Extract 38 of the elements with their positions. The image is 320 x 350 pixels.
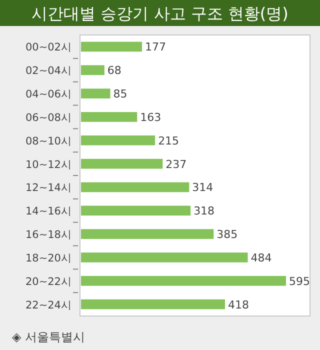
- bar: [81, 158, 163, 169]
- y-tick-label: 12~14시: [25, 182, 72, 194]
- data-label: 484: [250, 251, 272, 264]
- y-tick-label: 14~16시: [25, 206, 72, 218]
- data-label: 177: [144, 40, 166, 54]
- bar: [81, 42, 142, 52]
- bar: [81, 182, 190, 192]
- bar: [81, 252, 248, 262]
- data-label: 68: [107, 64, 122, 78]
- bar: [81, 112, 138, 122]
- y-tick-label: 22~24시: [25, 299, 72, 312]
- data-label: 215: [158, 134, 180, 148]
- data-label: 314: [192, 181, 214, 194]
- y-tick-label: 04~06시: [25, 88, 72, 101]
- bar: [81, 299, 226, 310]
- bar: [81, 276, 286, 286]
- y-tick-label: 16~18시: [25, 229, 72, 242]
- bar: [81, 135, 156, 146]
- data-label: 385: [216, 228, 238, 242]
- bar: [81, 88, 110, 98]
- chart-title: 시간대별 승강기 사고 구조 현황(명): [32, 4, 288, 23]
- data-label: 418: [228, 298, 250, 312]
- text: ◈ 서울특별시: [12, 330, 86, 344]
- y-tick-label: 06~08시: [25, 112, 72, 124]
- bar: [81, 206, 191, 216]
- data-label: 85: [113, 88, 128, 101]
- y-tick-label: 20~22시: [25, 276, 72, 288]
- bar: [81, 65, 104, 76]
- y-tick-label: 18~20시: [25, 252, 72, 264]
- y-tick-label: 08~10시: [25, 135, 72, 148]
- bar: [81, 229, 214, 239]
- data-label: 318: [194, 204, 215, 218]
- data-label: 595: [289, 274, 310, 288]
- y-tick-label: 00~02시: [25, 42, 72, 54]
- y-tick-label: 02~04시: [25, 65, 72, 78]
- data-label: 163: [140, 110, 162, 124]
- data-label: 237: [166, 158, 187, 171]
- y-tick-label: 10~12시: [25, 158, 72, 171]
